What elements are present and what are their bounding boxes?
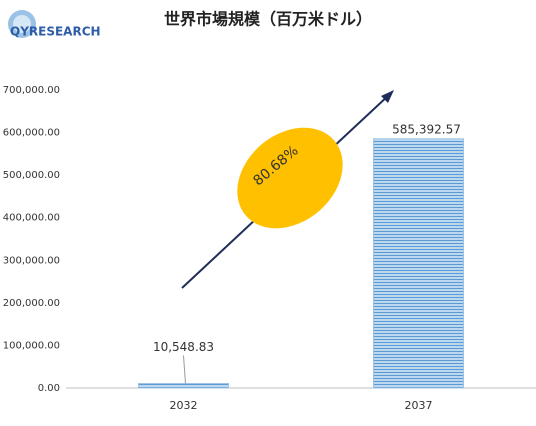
y-tick-label: 500,000.00 [3,170,60,181]
y-tick-label: 400,000.00 [3,213,60,224]
y-tick-label: 600,000.00 [3,128,60,139]
bar [373,138,464,389]
leader-line [183,355,186,384]
x-tick-label: 2037 [405,399,433,412]
y-tick-label: 200,000.00 [3,298,60,309]
x-tick-label: 2032 [170,399,198,412]
y-tick-label: 300,000.00 [3,255,60,266]
logo: QYRESEARCH [10,25,101,39]
growth-ellipse [237,127,343,229]
value-label: 10,548.83 [153,340,214,354]
arrow-head [381,90,394,103]
value-label: 585,392.57 [392,122,461,136]
logo-mark [8,10,36,38]
chart-title: 世界市場規模（百万米ドル） [164,10,372,29]
bar [138,383,229,389]
y-tick-label: 100,000.00 [3,340,60,351]
y-tick-label: 0.00 [38,383,60,394]
y-tick-label: 700,000.00 [3,85,60,96]
